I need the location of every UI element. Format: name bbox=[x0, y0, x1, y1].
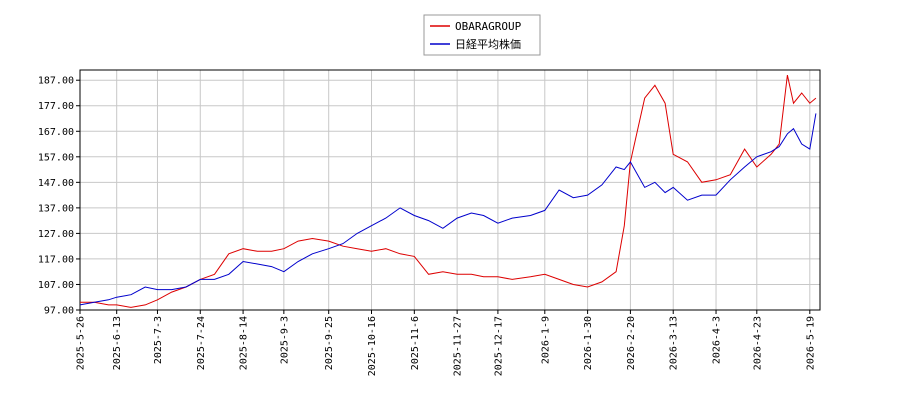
x-tick-label: 2025-11-6 bbox=[410, 316, 421, 370]
x-tick-label: 2025-10-16 bbox=[367, 316, 378, 376]
x-tick-label: 2026-2-20 bbox=[626, 316, 637, 370]
y-tick-label: 157.00 bbox=[38, 152, 74, 163]
y-tick-label: 177.00 bbox=[38, 101, 74, 112]
x-tick-label: 2025-6-13 bbox=[112, 316, 123, 370]
y-tick-label: 107.00 bbox=[38, 280, 74, 291]
y-tick-label: 167.00 bbox=[38, 127, 74, 138]
x-tick-label: 2025-8-14 bbox=[239, 316, 250, 370]
x-tick-label: 2025-5-26 bbox=[76, 316, 87, 370]
series-line bbox=[79, 113, 817, 306]
plot-frame bbox=[79, 69, 821, 311]
x-tick-label: 2026-1-9 bbox=[540, 316, 551, 364]
y-tick-label: 97.00 bbox=[44, 306, 74, 317]
legend-label: OBARAGROUP bbox=[455, 20, 522, 33]
x-tick-label: 2025-12-17 bbox=[493, 316, 504, 376]
y-tick-label: 137.00 bbox=[38, 203, 74, 214]
y-tick-label: 117.00 bbox=[38, 254, 74, 265]
series-line bbox=[80, 74, 817, 308]
x-tick-label: 2025-9-3 bbox=[279, 316, 290, 364]
x-tick-label: 2025-7-24 bbox=[196, 316, 207, 370]
y-tick-label: 187.00 bbox=[38, 76, 74, 87]
x-tick-label: 2025-9-25 bbox=[324, 316, 335, 370]
x-tick-label: 2026-4-3 bbox=[712, 316, 723, 364]
x-tick-label: 2025-11-27 bbox=[453, 316, 464, 376]
x-tick-label: 2025-7-3 bbox=[153, 316, 164, 364]
legend-box bbox=[423, 14, 541, 56]
y-tick-label: 127.00 bbox=[38, 229, 74, 240]
x-tick-label: 2026-1-30 bbox=[583, 316, 594, 370]
x-tick-label: 2026-3-13 bbox=[669, 316, 680, 370]
x-tick-label: 2026-4-23 bbox=[752, 316, 763, 370]
y-tick-label: 147.00 bbox=[38, 178, 74, 189]
x-tick-label: 2026-5-19 bbox=[805, 316, 816, 370]
legend-label: 日経平均株価 bbox=[455, 37, 521, 51]
